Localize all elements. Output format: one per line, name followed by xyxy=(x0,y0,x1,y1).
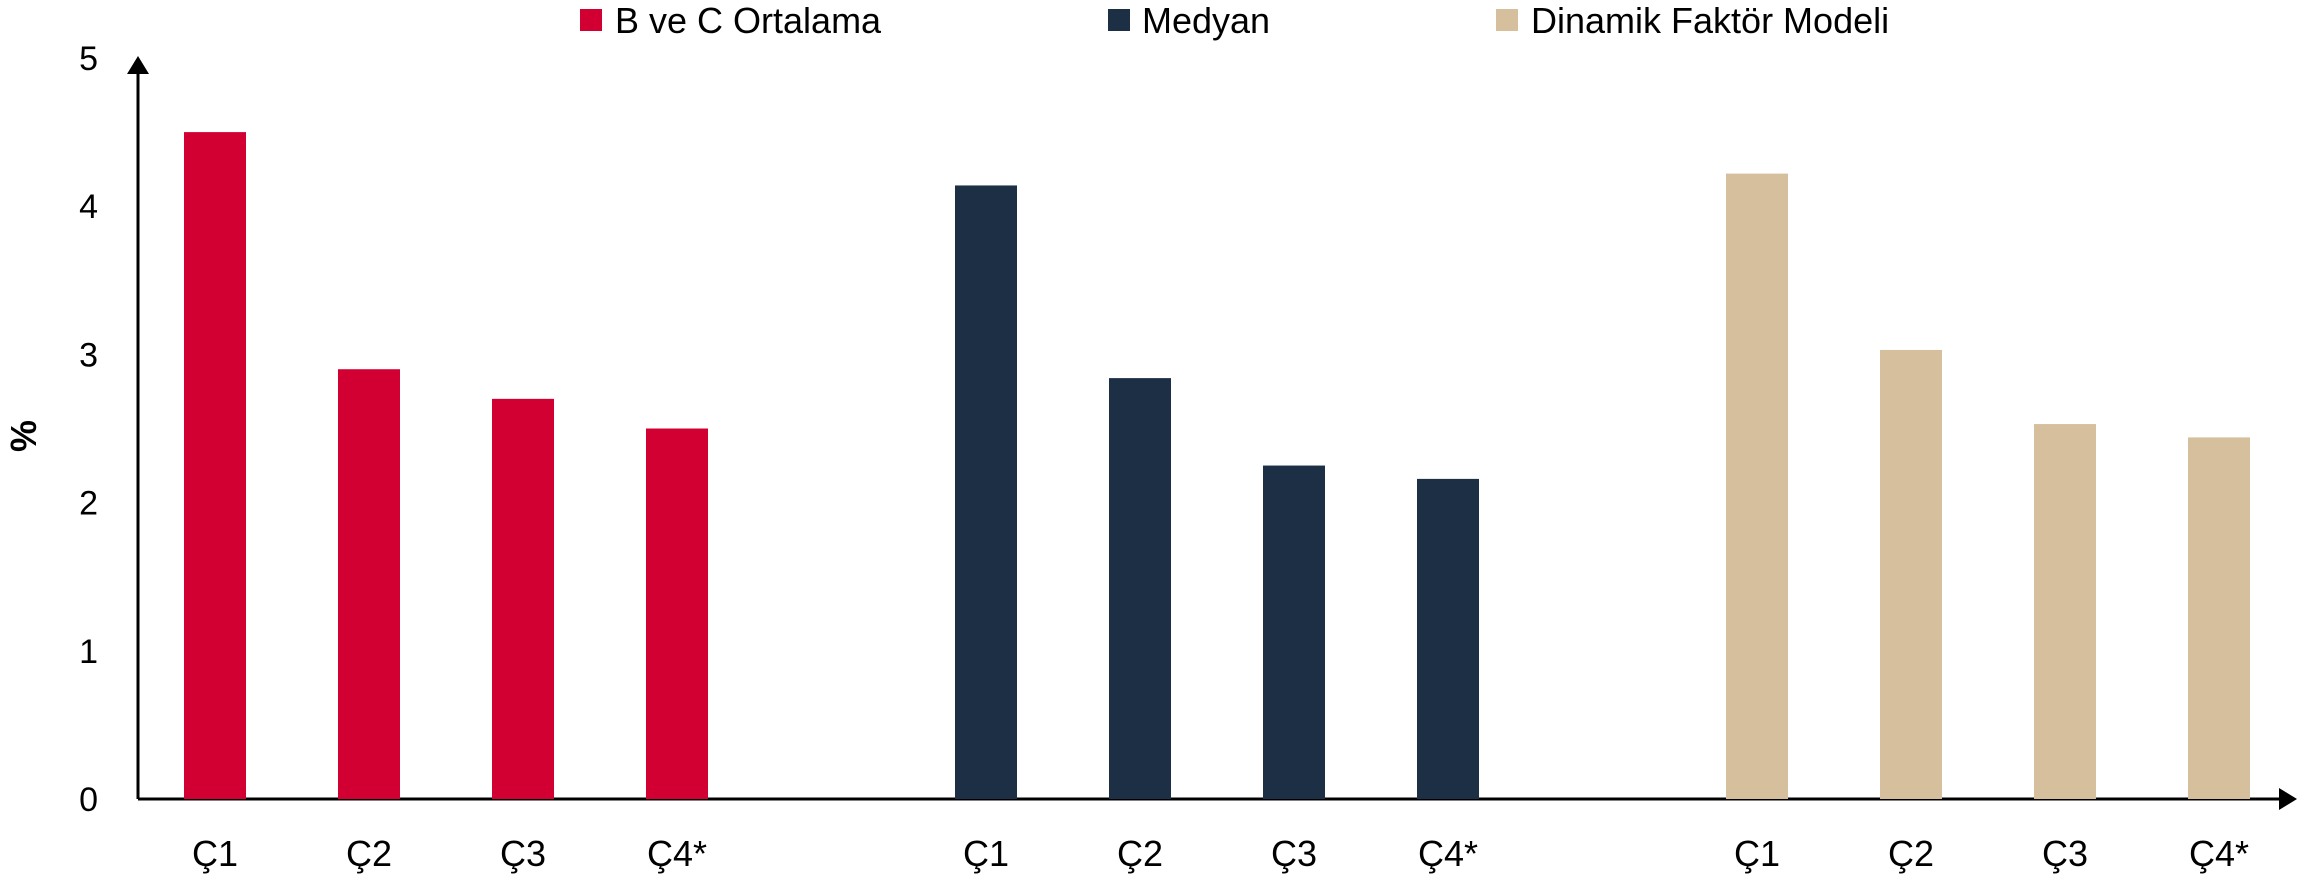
y-tick-label: 4 xyxy=(79,188,98,226)
legend-swatch xyxy=(580,9,602,31)
x-tick-label: Ç3 xyxy=(1271,833,1317,874)
category-labels: Ç1 Ç2 Ç3 Ç4* Ç1 Ç2 Ç3 Ç4* Ç1 Ç2 Ç3 Ç4* xyxy=(192,833,2249,874)
y-axis-arrow xyxy=(127,56,149,74)
x-tick-label: Ç2 xyxy=(1888,833,1934,874)
legend-swatch xyxy=(1496,9,1518,31)
legend-label: B ve C Ortalama xyxy=(615,0,882,41)
bars xyxy=(184,132,2250,800)
x-tick-label: Ç3 xyxy=(2042,833,2088,874)
bar xyxy=(338,369,400,799)
bar xyxy=(646,428,708,799)
y-tick-label: 3 xyxy=(79,336,98,374)
legend-label: Dinamik Faktör Modeli xyxy=(1531,0,1889,41)
x-tick-label: Ç1 xyxy=(1734,833,1780,874)
bar xyxy=(1417,478,1479,799)
x-tick-label: Ç2 xyxy=(346,833,392,874)
x-tick-label: Ç4* xyxy=(1418,833,1478,874)
x-tick-label: Ç2 xyxy=(1117,833,1163,874)
x-tick-label: Ç4* xyxy=(647,833,707,874)
x-tick-label: Ç1 xyxy=(192,833,238,874)
x-tick-label: Ç3 xyxy=(500,833,546,874)
bar xyxy=(492,398,554,799)
legend-label: Medyan xyxy=(1142,0,1270,41)
y-axis-title: % xyxy=(3,420,44,452)
bar xyxy=(2034,424,2096,799)
bar xyxy=(1880,349,1942,799)
legend: B ve C Ortalama Medyan Dinamik Faktör Mode… xyxy=(580,0,1889,41)
y-tick-label: 2 xyxy=(79,485,98,523)
x-tick-label: Ç1 xyxy=(963,833,1009,874)
bar xyxy=(1109,378,1171,799)
bar xyxy=(184,132,246,800)
bar xyxy=(2188,437,2250,799)
x-axis-arrow xyxy=(2279,788,2297,810)
bar xyxy=(955,185,1017,799)
y-tick-label: 1 xyxy=(79,633,98,671)
y-tick-label: 0 xyxy=(79,781,98,819)
y-tick-label: 5 xyxy=(79,40,98,78)
bar xyxy=(1726,173,1788,799)
legend-swatch xyxy=(1108,9,1130,31)
bar xyxy=(1263,465,1325,799)
x-tick-label: Ç4* xyxy=(2189,833,2249,874)
